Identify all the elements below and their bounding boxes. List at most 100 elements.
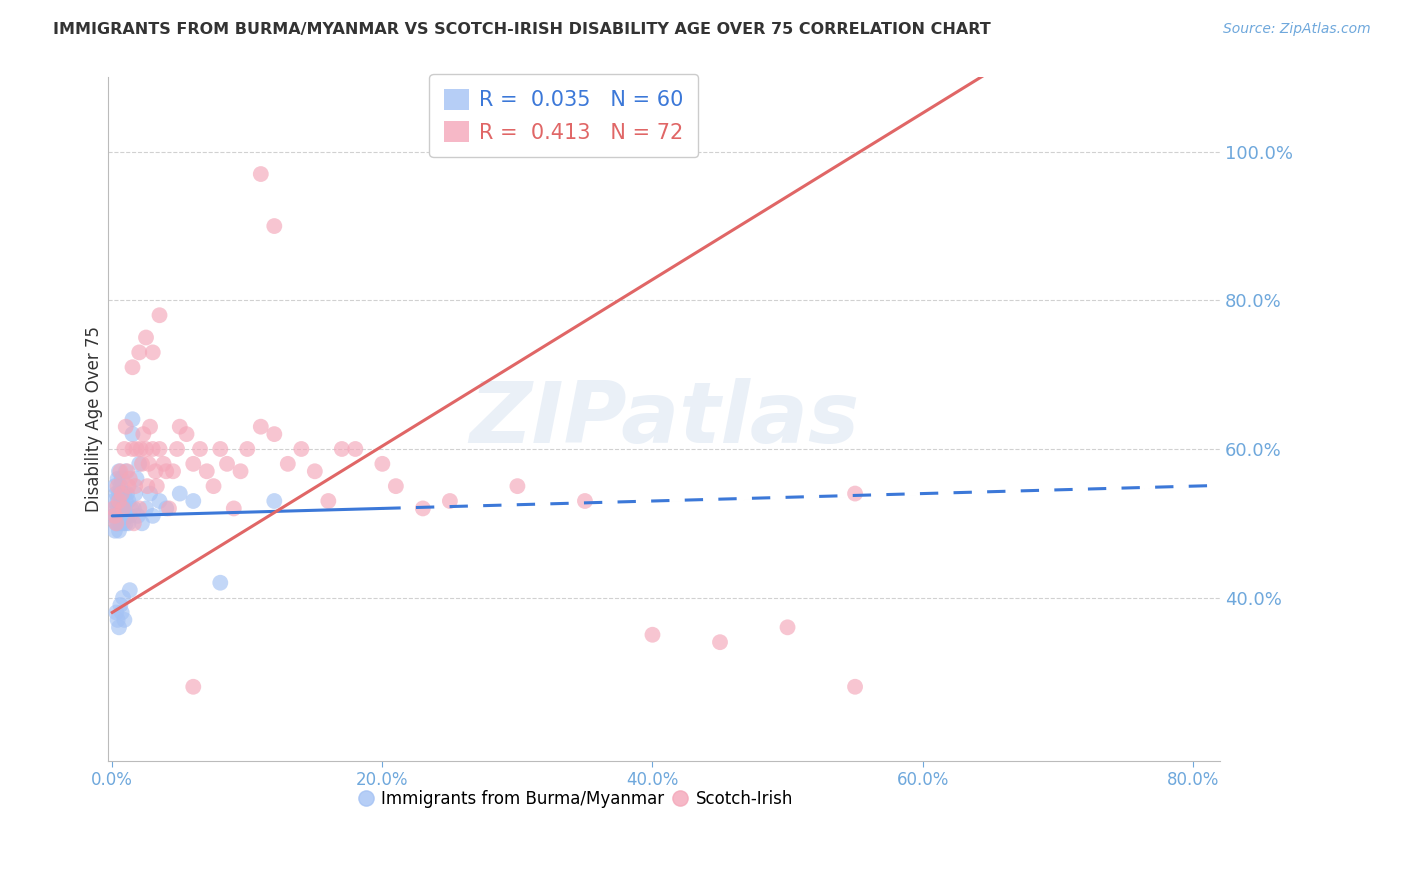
- Point: [112, 508, 135, 523]
- Point: [157, 501, 180, 516]
- Point: [111, 486, 134, 500]
- Point: [111, 606, 134, 620]
- Point: [142, 508, 165, 523]
- Point: [166, 442, 188, 456]
- Point: [107, 501, 129, 516]
- Point: [108, 486, 131, 500]
- Point: [115, 508, 138, 523]
- Point: [129, 442, 152, 456]
- Point: [122, 501, 145, 516]
- Point: [121, 427, 143, 442]
- Point: [236, 442, 259, 456]
- Point: [117, 516, 139, 531]
- Point: [148, 442, 170, 456]
- Point: [506, 479, 529, 493]
- Point: [103, 501, 125, 516]
- Point: [209, 442, 232, 456]
- Point: [112, 516, 135, 531]
- Point: [105, 606, 128, 620]
- Point: [142, 345, 165, 359]
- Point: [169, 419, 191, 434]
- Point: [222, 501, 245, 516]
- Y-axis label: Disability Age Over 75: Disability Age Over 75: [86, 326, 103, 512]
- Point: [108, 524, 131, 538]
- Point: [439, 494, 461, 508]
- Point: [142, 442, 165, 456]
- Point: [127, 508, 149, 523]
- Point: [108, 494, 131, 508]
- Point: [112, 591, 135, 605]
- Point: [844, 680, 866, 694]
- Point: [112, 442, 135, 456]
- Point: [112, 501, 135, 516]
- Point: [110, 501, 132, 516]
- Point: [290, 442, 312, 456]
- Point: [108, 508, 131, 523]
- Point: [118, 508, 141, 523]
- Text: Source: ZipAtlas.com: Source: ZipAtlas.com: [1223, 22, 1371, 37]
- Text: IMMIGRANTS FROM BURMA/MYANMAR VS SCOTCH-IRISH DISABILITY AGE OVER 75 CORRELATION: IMMIGRANTS FROM BURMA/MYANMAR VS SCOTCH-…: [53, 22, 991, 37]
- Point: [107, 516, 129, 531]
- Point: [181, 457, 204, 471]
- Point: [344, 442, 367, 456]
- Point: [128, 457, 150, 471]
- Point: [114, 419, 136, 434]
- Point: [148, 308, 170, 322]
- Point: [112, 486, 135, 500]
- Point: [574, 494, 596, 508]
- Point: [136, 479, 159, 493]
- Point: [263, 219, 285, 233]
- Point: [318, 494, 340, 508]
- Point: [107, 494, 129, 508]
- Point: [641, 628, 664, 642]
- Point: [112, 501, 135, 516]
- Point: [263, 427, 285, 442]
- Point: [263, 494, 285, 508]
- Point: [145, 464, 167, 478]
- Point: [120, 501, 142, 516]
- Point: [195, 464, 218, 478]
- Point: [111, 494, 134, 508]
- Point: [181, 680, 204, 694]
- Point: [107, 479, 129, 493]
- Point: [117, 494, 139, 508]
- Point: [176, 427, 198, 442]
- Point: [112, 613, 135, 627]
- Point: [114, 464, 136, 478]
- Point: [371, 457, 394, 471]
- Point: [155, 501, 177, 516]
- Point: [115, 464, 138, 478]
- Point: [249, 167, 271, 181]
- Point: [304, 464, 326, 478]
- Point: [139, 486, 162, 500]
- Point: [110, 479, 132, 493]
- Point: [135, 501, 157, 516]
- Point: [131, 457, 153, 471]
- Point: [181, 494, 204, 508]
- Point: [124, 486, 146, 500]
- Point: [114, 516, 136, 531]
- Point: [138, 457, 160, 471]
- Point: [103, 508, 125, 523]
- Point: [148, 494, 170, 508]
- Point: [155, 464, 177, 478]
- Point: [110, 464, 132, 478]
- Point: [118, 472, 141, 486]
- Point: [110, 598, 132, 612]
- Point: [152, 457, 174, 471]
- Point: [122, 516, 145, 531]
- Point: [110, 516, 132, 531]
- Point: [125, 442, 148, 456]
- Point: [139, 419, 162, 434]
- Point: [844, 486, 866, 500]
- Point: [104, 508, 127, 523]
- Point: [108, 620, 131, 634]
- Point: [125, 472, 148, 486]
- Point: [103, 494, 125, 508]
- Point: [107, 472, 129, 486]
- Point: [131, 516, 153, 531]
- Point: [104, 501, 127, 516]
- Point: [146, 479, 169, 493]
- Point: [115, 486, 138, 500]
- Point: [385, 479, 408, 493]
